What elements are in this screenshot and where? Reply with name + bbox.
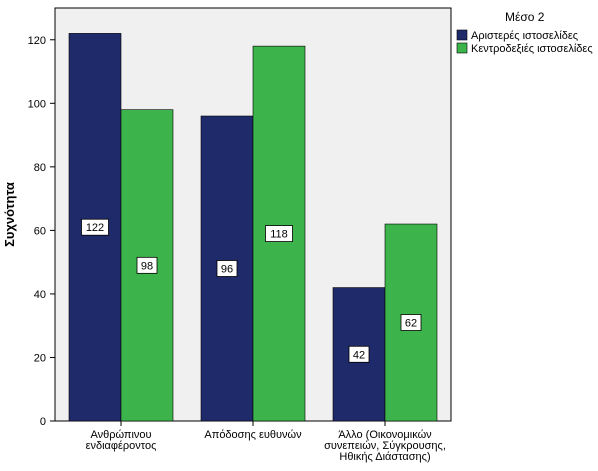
data-label-box (216, 260, 238, 277)
data-label: 122 (86, 222, 104, 234)
data-label: 42 (353, 349, 365, 361)
x-category-label: Άλλο (Οικονομικών (338, 429, 432, 441)
data-label: 118 (270, 229, 288, 241)
data-label-box (400, 314, 422, 331)
x-category-label: Ανθρώπινου (90, 429, 151, 441)
data-label-box (81, 218, 109, 236)
x-category-label: ενδιαφέροντος (86, 440, 157, 452)
y-tick-label: 120 (28, 35, 46, 47)
legend: Μέσο 2 Αριστερές ιστοσελίδεςΚεντροδεξιές … (456, 10, 593, 55)
y-axis-label: Συχνότητα (2, 182, 17, 247)
x-category-label: Ηθικής Διάστασης) (339, 451, 430, 463)
data-label: 96 (221, 264, 233, 276)
legend-title: Μέσο 2 (505, 10, 545, 24)
y-tick-label: 20 (34, 352, 46, 364)
y-tick-label: 60 (34, 225, 46, 237)
legend-swatch (456, 42, 468, 54)
legend-item-label: Κεντροδεξιές ιστοσελίδες (471, 43, 593, 55)
y-tick-label: 40 (34, 289, 46, 301)
legend-item-label: Αριστερές ιστοσελίδες (471, 30, 578, 42)
y-tick-label: 0 (40, 416, 46, 428)
y-tick-label: 80 (34, 162, 46, 174)
data-label-box (265, 225, 293, 242)
data-label-box (136, 256, 158, 274)
data-label-box (348, 345, 370, 363)
x-category-label: Απόδοσης ευθυνών (204, 429, 302, 441)
y-tick-label: 100 (28, 98, 46, 110)
data-label: 98 (141, 260, 153, 272)
legend-swatch (456, 29, 468, 41)
x-category-label: συνεπειών, Σύγκρουσης, (324, 440, 446, 452)
data-label: 62 (405, 318, 417, 330)
